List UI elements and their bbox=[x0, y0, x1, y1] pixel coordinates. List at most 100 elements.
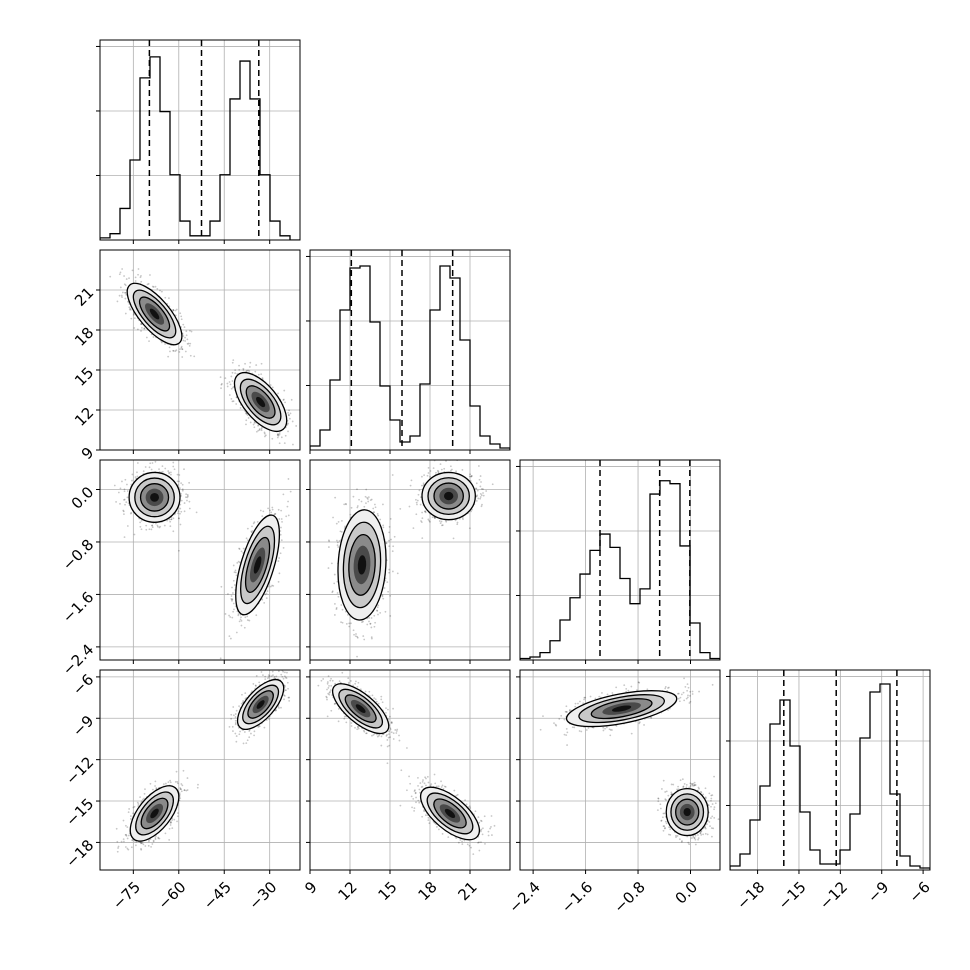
sample-point bbox=[135, 841, 138, 843]
sample-point bbox=[693, 837, 696, 839]
sample-point bbox=[286, 423, 289, 426]
sample-point bbox=[638, 721, 641, 724]
sample-point bbox=[477, 816, 480, 819]
density-contour-mode0-level4 bbox=[611, 705, 632, 712]
sample-point bbox=[124, 312, 127, 315]
sample-point bbox=[140, 842, 143, 845]
sample-point bbox=[445, 520, 448, 523]
sample-point bbox=[713, 816, 716, 819]
sample-point bbox=[232, 706, 235, 708]
sample-point bbox=[427, 816, 430, 819]
sample-point bbox=[369, 622, 372, 625]
sample-point bbox=[333, 573, 336, 576]
sample-point bbox=[176, 782, 179, 785]
sample-point bbox=[689, 782, 692, 785]
sample-point bbox=[345, 503, 347, 506]
sample-point bbox=[172, 309, 175, 312]
sample-point bbox=[269, 384, 272, 386]
sample-point bbox=[125, 833, 128, 836]
sample-point bbox=[388, 571, 391, 574]
sample-point bbox=[334, 702, 336, 705]
sample-point bbox=[391, 550, 394, 553]
sample-point bbox=[704, 826, 706, 828]
sample-point bbox=[456, 523, 459, 526]
sample-point bbox=[710, 827, 713, 829]
sample-point bbox=[148, 840, 150, 843]
sample-point bbox=[144, 845, 147, 847]
sample-point bbox=[238, 620, 241, 623]
sample-point bbox=[283, 698, 285, 701]
sample-point bbox=[327, 675, 330, 678]
sample-point bbox=[662, 829, 665, 832]
sample-point bbox=[224, 377, 227, 380]
sample-point bbox=[176, 480, 179, 483]
sample-point bbox=[232, 714, 235, 717]
sample-point bbox=[148, 528, 151, 531]
sample-point bbox=[250, 531, 253, 534]
sample-point bbox=[487, 834, 490, 837]
sample-point bbox=[240, 624, 243, 627]
sample-point bbox=[136, 462, 139, 464]
sample-point bbox=[227, 593, 229, 595]
sample-point bbox=[410, 795, 413, 798]
sample-point bbox=[694, 838, 697, 841]
sample-point bbox=[144, 788, 146, 791]
sample-point bbox=[275, 675, 278, 678]
sample-point bbox=[364, 690, 367, 693]
sample-point bbox=[172, 530, 175, 533]
sample-point bbox=[237, 613, 240, 615]
sample-point bbox=[197, 783, 199, 786]
sample-point bbox=[172, 309, 175, 312]
sample-point bbox=[417, 799, 420, 802]
density-contour-mode0-level4 bbox=[355, 704, 366, 713]
sample-point bbox=[231, 599, 233, 602]
sample-point bbox=[354, 726, 356, 729]
sample-point bbox=[706, 833, 709, 836]
sample-point bbox=[398, 739, 401, 742]
sample-point bbox=[116, 850, 119, 853]
sample-point bbox=[434, 782, 437, 785]
sample-point bbox=[261, 598, 264, 601]
sample-point bbox=[122, 819, 125, 822]
sample-point bbox=[470, 475, 472, 478]
sample-point bbox=[686, 689, 689, 692]
sample-point bbox=[429, 470, 432, 472]
sample-point bbox=[456, 521, 459, 524]
sample-point bbox=[244, 616, 247, 619]
sample-point bbox=[220, 382, 223, 385]
sample-point bbox=[643, 724, 645, 726]
sample-point bbox=[468, 475, 471, 478]
sample-point bbox=[359, 688, 362, 691]
sample-point bbox=[157, 837, 160, 840]
sample-point bbox=[355, 680, 357, 683]
sample-point bbox=[414, 789, 416, 792]
sample-point bbox=[280, 436, 283, 439]
sample-point bbox=[127, 834, 130, 837]
sample-point bbox=[185, 496, 187, 499]
sample-point bbox=[169, 820, 172, 823]
sample-point bbox=[245, 412, 248, 415]
sample-point bbox=[284, 401, 286, 404]
sample-point bbox=[263, 431, 266, 434]
sample-point bbox=[130, 308, 132, 311]
sample-point bbox=[261, 426, 263, 429]
sample-point bbox=[117, 847, 119, 849]
sample-point bbox=[374, 621, 377, 624]
sample-point bbox=[482, 492, 484, 494]
sample-point bbox=[134, 844, 137, 847]
sample-point bbox=[157, 836, 160, 839]
sample-point bbox=[288, 699, 291, 702]
sample-point bbox=[388, 525, 391, 528]
sample-point bbox=[188, 344, 191, 347]
sample-point bbox=[242, 367, 245, 370]
sample-point bbox=[680, 841, 683, 843]
sample-point bbox=[435, 471, 437, 474]
sample-point bbox=[174, 309, 177, 312]
sample-point bbox=[479, 493, 482, 495]
sample-point bbox=[233, 571, 236, 574]
panel-frame bbox=[99, 39, 301, 241]
sample-point bbox=[260, 362, 263, 365]
sample-point bbox=[690, 837, 693, 839]
sample-point bbox=[678, 838, 681, 841]
sample-point bbox=[395, 732, 398, 734]
